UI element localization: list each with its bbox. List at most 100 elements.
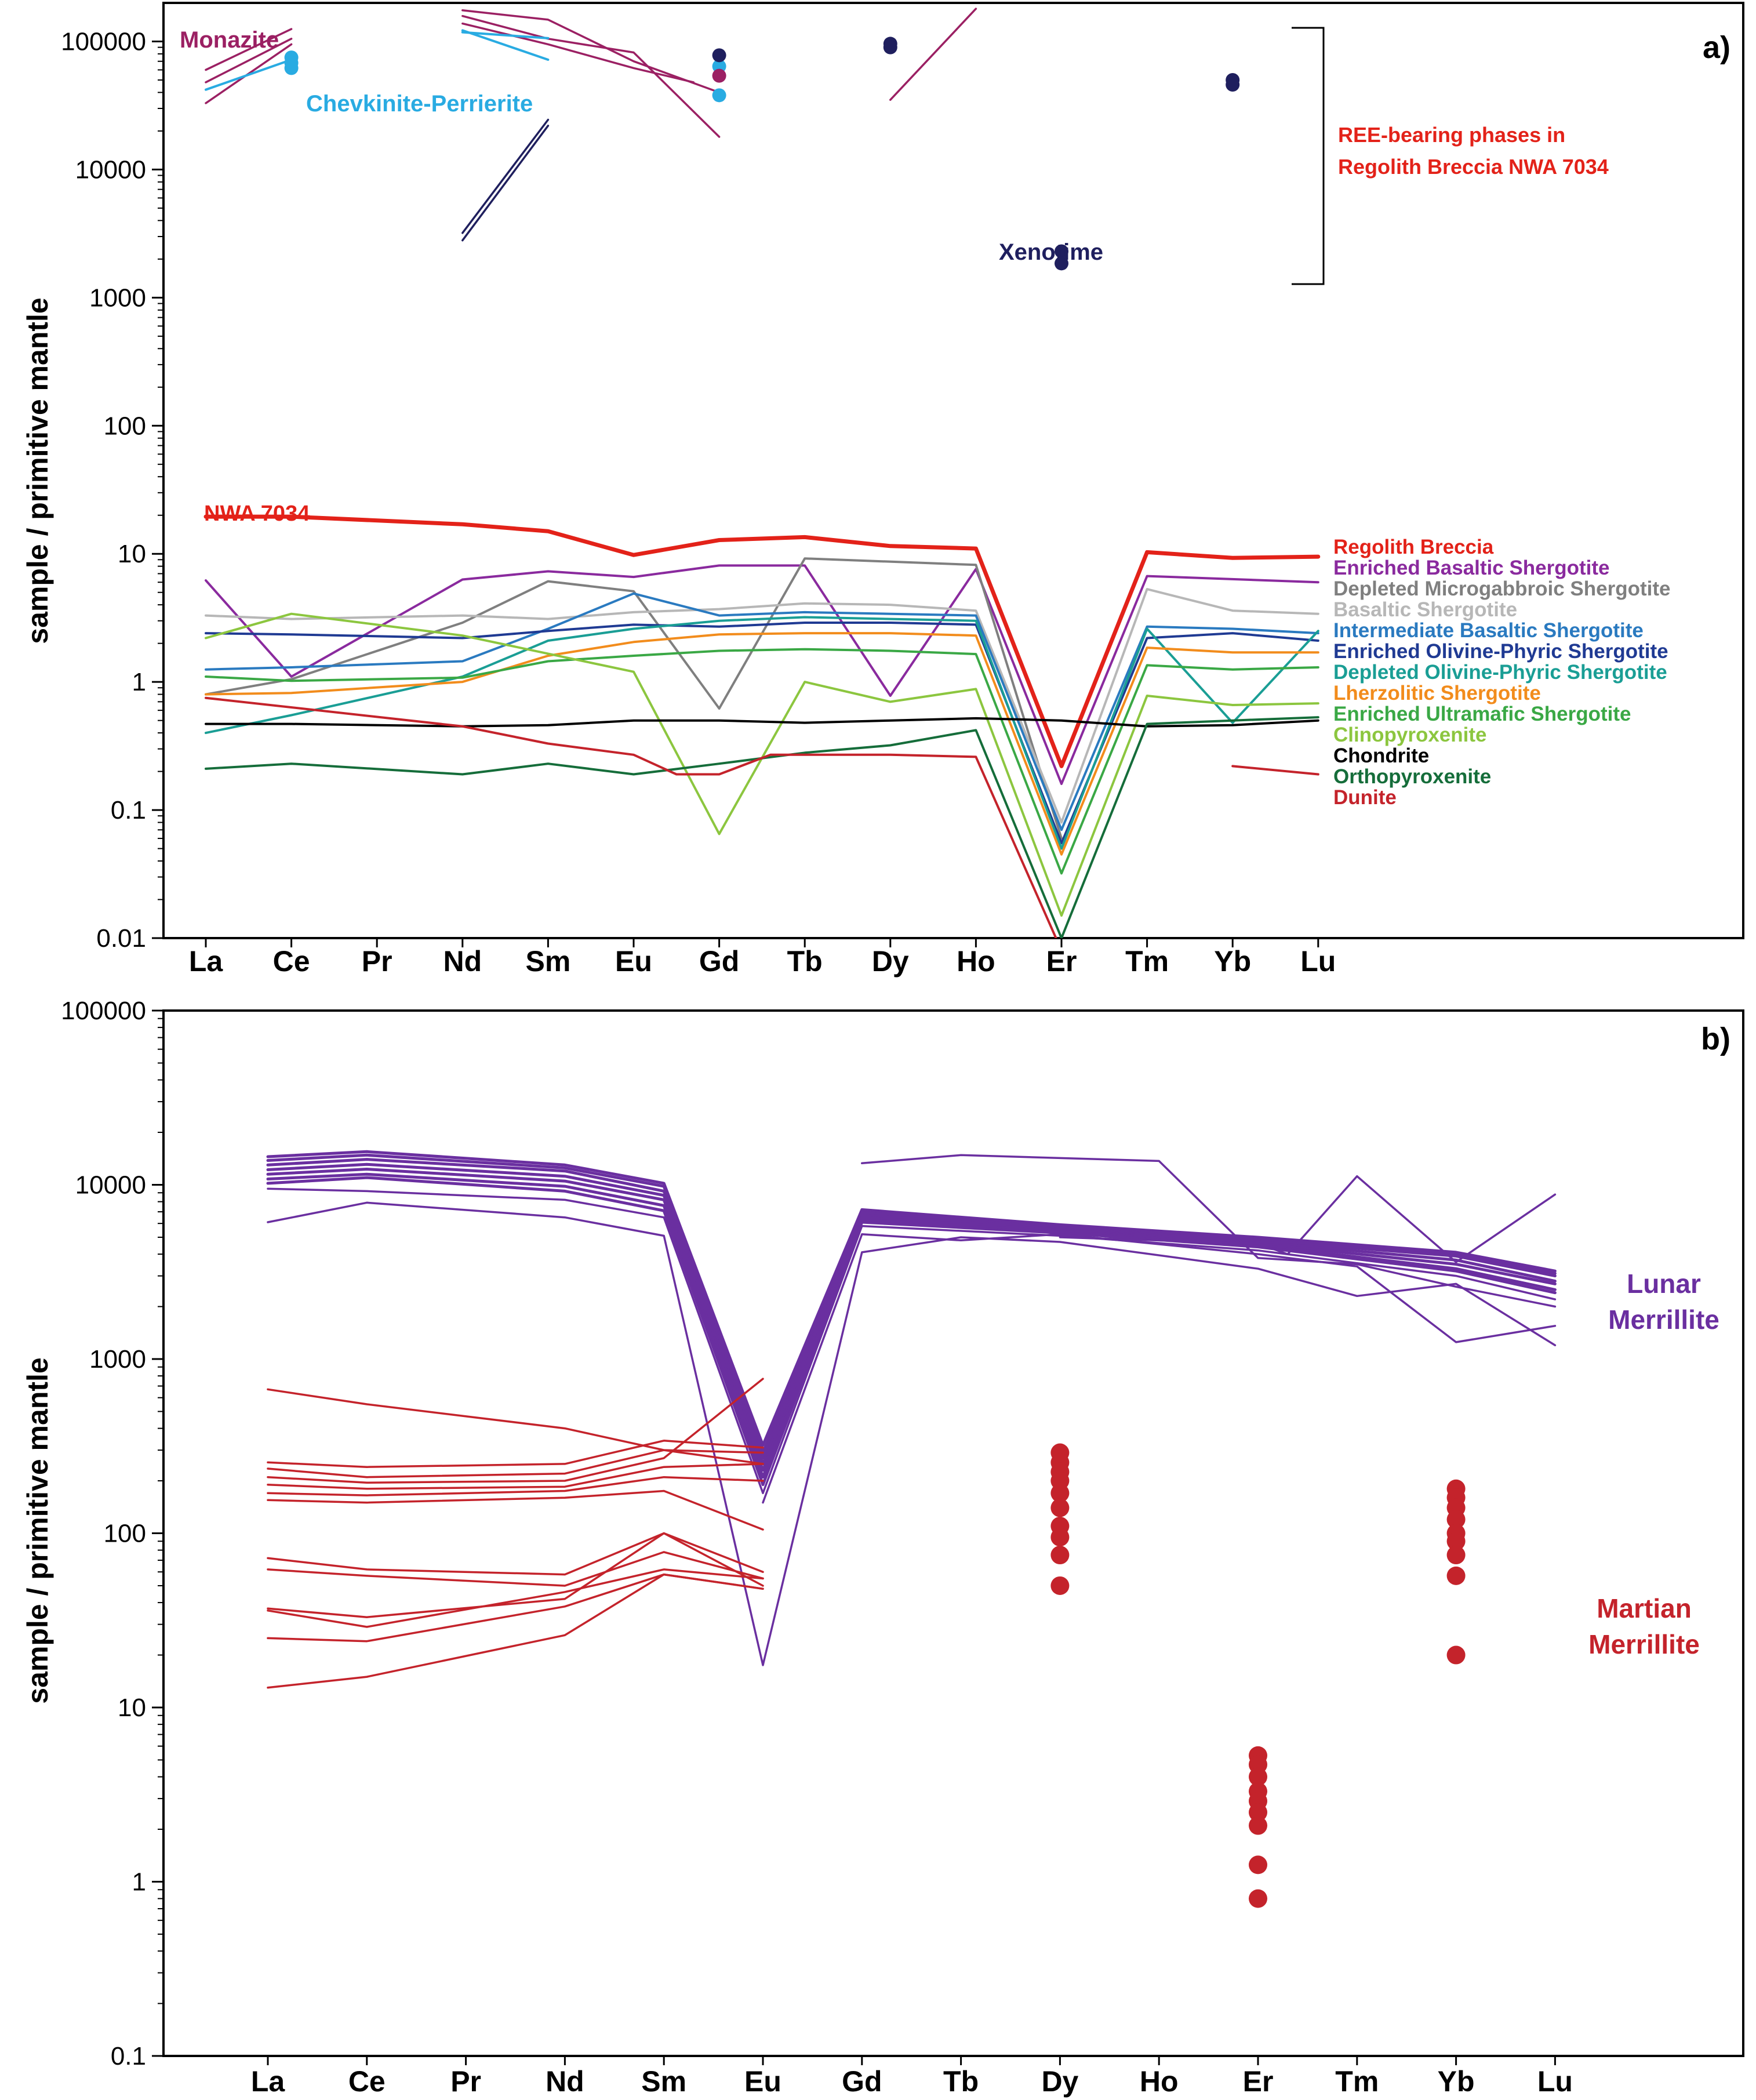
x-tick-label-er: Er	[1046, 945, 1077, 978]
series-line-lunar-9	[267, 1201, 1557, 1666]
ree-phases-annotation-line2: Regolith Breccia NWA 7034	[1338, 155, 1609, 179]
legend-item-basaltic-shergotite: Basaltic Shergotite	[1333, 598, 1517, 621]
legend-item-clinopyroxenite: Clinopyroxenite	[1333, 724, 1486, 746]
series-line-basaltic-shergotite	[205, 588, 1319, 824]
series-line-enriched-basaltic-shergotite	[205, 564, 1319, 785]
data-point-martian-merrillite-yb	[1446, 1566, 1466, 1585]
series-line-martian-8	[267, 1532, 764, 1576]
y-tick-label: 100000	[61, 28, 146, 56]
data-point-martian-merrillite-er	[1249, 1855, 1267, 1874]
series-line-dunite	[205, 696, 1057, 938]
x-tick-label-gd: Gd	[699, 945, 739, 978]
y-tick-label: 0.1	[111, 796, 146, 824]
x-tick-label-ho: Ho	[957, 945, 995, 978]
y-tick-label: 1	[132, 1868, 146, 1896]
data-point-martian-merrillite-dy	[1050, 1498, 1070, 1517]
panel-b-x-axis: La Ce Pr Nd Sm Eu Gd Tb Dy Ho Er Tm Yb Lu	[251, 2056, 1573, 2098]
series-line-xenotime-2	[461, 118, 550, 234]
panel-b-y-axis: 0.1 1 10 100 1000 10000 100000	[61, 997, 163, 2070]
ree-phases-bracket	[1292, 27, 1325, 285]
x-tick-label-pr: Pr	[450, 2065, 481, 2098]
data-point-xenotime	[1055, 256, 1068, 271]
panel-a-label: a)	[1703, 30, 1730, 65]
legend-item-regolith-breccia: Regolith Breccia	[1333, 536, 1494, 558]
lunar-merrillite-annotation-line1: Lunar	[1627, 1269, 1701, 1299]
legend-item-depleted-microgabbroic-shergotite: Depleted Microgabbroic Shergotite	[1333, 577, 1670, 600]
legend-item-enriched-ultramafic-shergotite: Enriched Ultramafic Shergotite	[1333, 703, 1631, 725]
x-tick-label-eu: Eu	[744, 2065, 781, 2098]
data-point-chevkinite-perrierite	[712, 88, 726, 103]
series-line-martian-2	[267, 1440, 764, 1468]
series-line-martian-10	[267, 1532, 764, 1618]
legend-item-chondrite: Chondrite	[1333, 744, 1429, 767]
series-line-clinopyroxenite	[205, 612, 1319, 917]
series-line-martian-4	[267, 1378, 764, 1484]
panel-b-chart: 0.1 1 10 100 1000 10000 100000 La Ce Pr Nd Sm Eu Gd T…	[21, 997, 1744, 2098]
x-tick-label-nd: Nd	[443, 945, 482, 978]
martian-merrillite-annotation-line1: Martian	[1597, 1593, 1692, 1623]
legend-item-orthopyroxenite: Orthopyroxenite	[1333, 765, 1491, 788]
panel-a-y-axis-label: sample / primitive mantle	[21, 297, 54, 644]
x-tick-label-tb: Tb	[787, 945, 823, 978]
x-tick-label-la: La	[189, 945, 224, 978]
series-line-martian-11	[267, 1568, 764, 1628]
series-line-lunar-2	[266, 1153, 1557, 1454]
series-line-enriched-ultramafic-shergotite	[205, 648, 1319, 875]
data-point-martian-merrillite-er	[1249, 1767, 1267, 1786]
series-line-lunar-6	[266, 1172, 1557, 1479]
series-line-lunar-12	[1059, 1175, 1557, 1263]
legend-item-depleted-olivine-phyric-shergotite: Depleted Olivine-Phyric Shergotite	[1333, 661, 1667, 684]
data-point-martian-merrillite-yb	[1446, 1510, 1466, 1529]
data-point-xenotime	[1226, 78, 1240, 92]
x-tick-label-lu: Lu	[1300, 945, 1336, 978]
data-point-martian-merrillite-er	[1249, 1803, 1267, 1822]
y-tick-label: 0.01	[96, 924, 146, 953]
series-line-martian-9	[267, 1551, 764, 1587]
series-line-enriched-olivine-phyric-shergotite	[205, 622, 1319, 845]
panel-a-chart: 0.01 0.1 1 10 100 1000 10000 100000 La Ce Pr Nd Sm E…	[21, 2, 1744, 978]
x-tick-label-dy: Dy	[1041, 2065, 1078, 2098]
series-line-chevkinite-3	[461, 29, 550, 61]
legend-item-enriched-olivine-phyric-shergotite: Enriched Olivine-Phyric Shergotite	[1333, 640, 1668, 663]
series-line-chondrite	[205, 717, 1319, 728]
y-tick-label: 10000	[75, 1171, 146, 1200]
series-line-martian-3	[267, 1449, 764, 1478]
series-line-lunar-3	[266, 1158, 1557, 1460]
series-line-lherzolitic-shergotite	[205, 632, 1319, 856]
series-line-dunite-tail	[1231, 765, 1319, 776]
y-tick-label: 100000	[61, 997, 146, 1025]
legend-item-enriched-basaltic-shergotite: Enriched Basaltic Shergotite	[1333, 557, 1610, 579]
series-line-lunar-4	[266, 1162, 1557, 1466]
series-line-lunar-5	[266, 1168, 1557, 1472]
panel-a-series	[203, 8, 1321, 938]
series-line-orthopyroxenite	[205, 716, 1319, 938]
data-point-martian-merrillite-dy	[1050, 1576, 1070, 1595]
legend-item-lherzolitic-shergotite: Lherzolitic Shergotite	[1333, 682, 1541, 704]
series-line-chevkinite-1	[205, 59, 293, 91]
series-line-monazite-2	[205, 38, 293, 83]
panel-a-y-axis: 0.01 0.1 1 10 100 1000 10000 100000	[61, 28, 163, 953]
x-tick-label-sm: Sm	[641, 2065, 686, 2098]
series-line-martian-12	[267, 1573, 764, 1643]
panel-a-x-axis: La Ce Pr Nd Sm Eu Gd Tb Dy Ho Er Tm Yb Lu	[189, 938, 1336, 978]
data-point-xenotime	[1055, 244, 1068, 259]
data-point-martian-merrillite-dy	[1050, 1528, 1070, 1547]
series-line-depleted-microgabbroic-shergotite	[205, 557, 1063, 840]
martian-merrillite-annotation-line2: Merrillite	[1588, 1629, 1700, 1659]
series-line-intermediate-basaltic-shergotite	[205, 592, 1319, 831]
data-point-xenotime	[712, 48, 726, 63]
x-tick-label-nd: Nd	[546, 2065, 584, 2098]
panel-a-scatter	[284, 37, 1240, 271]
data-point-martian-merrillite-er	[1249, 1889, 1267, 1908]
x-tick-label-er: Er	[1243, 2065, 1274, 2098]
x-tick-label-dy: Dy	[872, 945, 909, 978]
data-point-martian-merrillite-yb	[1446, 1546, 1466, 1565]
y-tick-label: 100	[104, 1520, 146, 1548]
data-point-martian-merrillite-yb	[1446, 1532, 1466, 1551]
legend-item-dunite: Dunite	[1333, 786, 1397, 809]
panel-b-series	[266, 1150, 1557, 1689]
panel-b-scatter	[1050, 1443, 1466, 1908]
series-line-lunar-8	[267, 1187, 1557, 1495]
x-tick-label-sm: Sm	[525, 945, 570, 978]
